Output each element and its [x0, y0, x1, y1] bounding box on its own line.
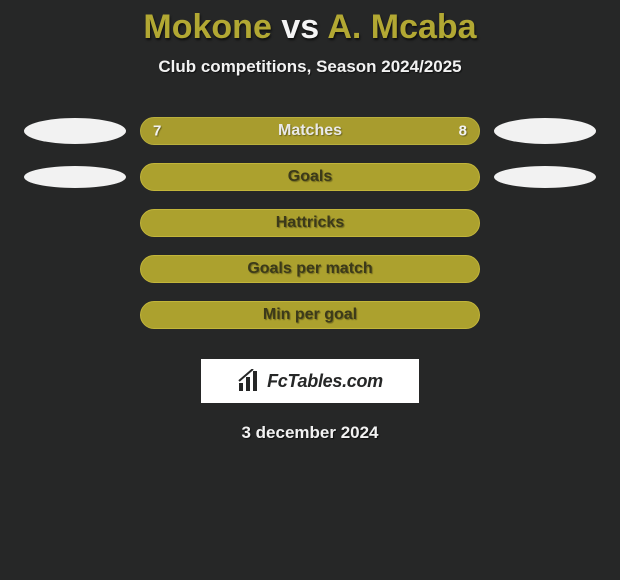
stat-row: Hattricks — [0, 209, 620, 237]
date: 3 december 2024 — [0, 423, 620, 443]
player1-name: Mokone — [143, 8, 271, 46]
fctables-banner[interactable]: FcTables.com — [201, 359, 419, 403]
stat-row: 7 Matches 8 — [0, 117, 620, 145]
stat-row: Min per goal — [0, 301, 620, 329]
stat-row: Goals per match — [0, 255, 620, 283]
right-ellipse — [494, 118, 596, 144]
stat-bar: Hattricks — [140, 209, 480, 237]
stat-bar: Min per goal — [140, 301, 480, 329]
left-ellipse — [24, 166, 126, 188]
left-ellipse — [24, 118, 126, 144]
stat-label: Goals — [288, 168, 332, 186]
stat-bar: Goals per match — [140, 255, 480, 283]
title-vs: vs — [281, 8, 319, 46]
fctables-text: FcTables.com — [267, 371, 383, 392]
stat-label: Goals per match — [247, 260, 372, 278]
stat-rows: 7 Matches 8 Goals Hattricks Goals per match Mi… — [0, 117, 620, 329]
fctables-logo: FcTables.com — [237, 369, 383, 393]
stat-label: Min per goal — [263, 306, 357, 324]
stat-row: Goals — [0, 163, 620, 191]
stat-label: Matches — [278, 122, 342, 140]
stat-bar: 7 Matches 8 — [140, 117, 480, 145]
stat-right-value: 8 — [459, 123, 467, 140]
right-ellipse — [494, 166, 596, 188]
comparison-title: Mokone vs A. Mcaba — [0, 0, 620, 47]
stat-bar: Goals — [140, 163, 480, 191]
stat-label: Hattricks — [276, 214, 344, 232]
stat-left-value: 7 — [153, 123, 161, 140]
bars-icon — [237, 369, 263, 393]
subtitle: Club competitions, Season 2024/2025 — [0, 57, 620, 77]
player2-name: A. Mcaba — [327, 8, 476, 46]
